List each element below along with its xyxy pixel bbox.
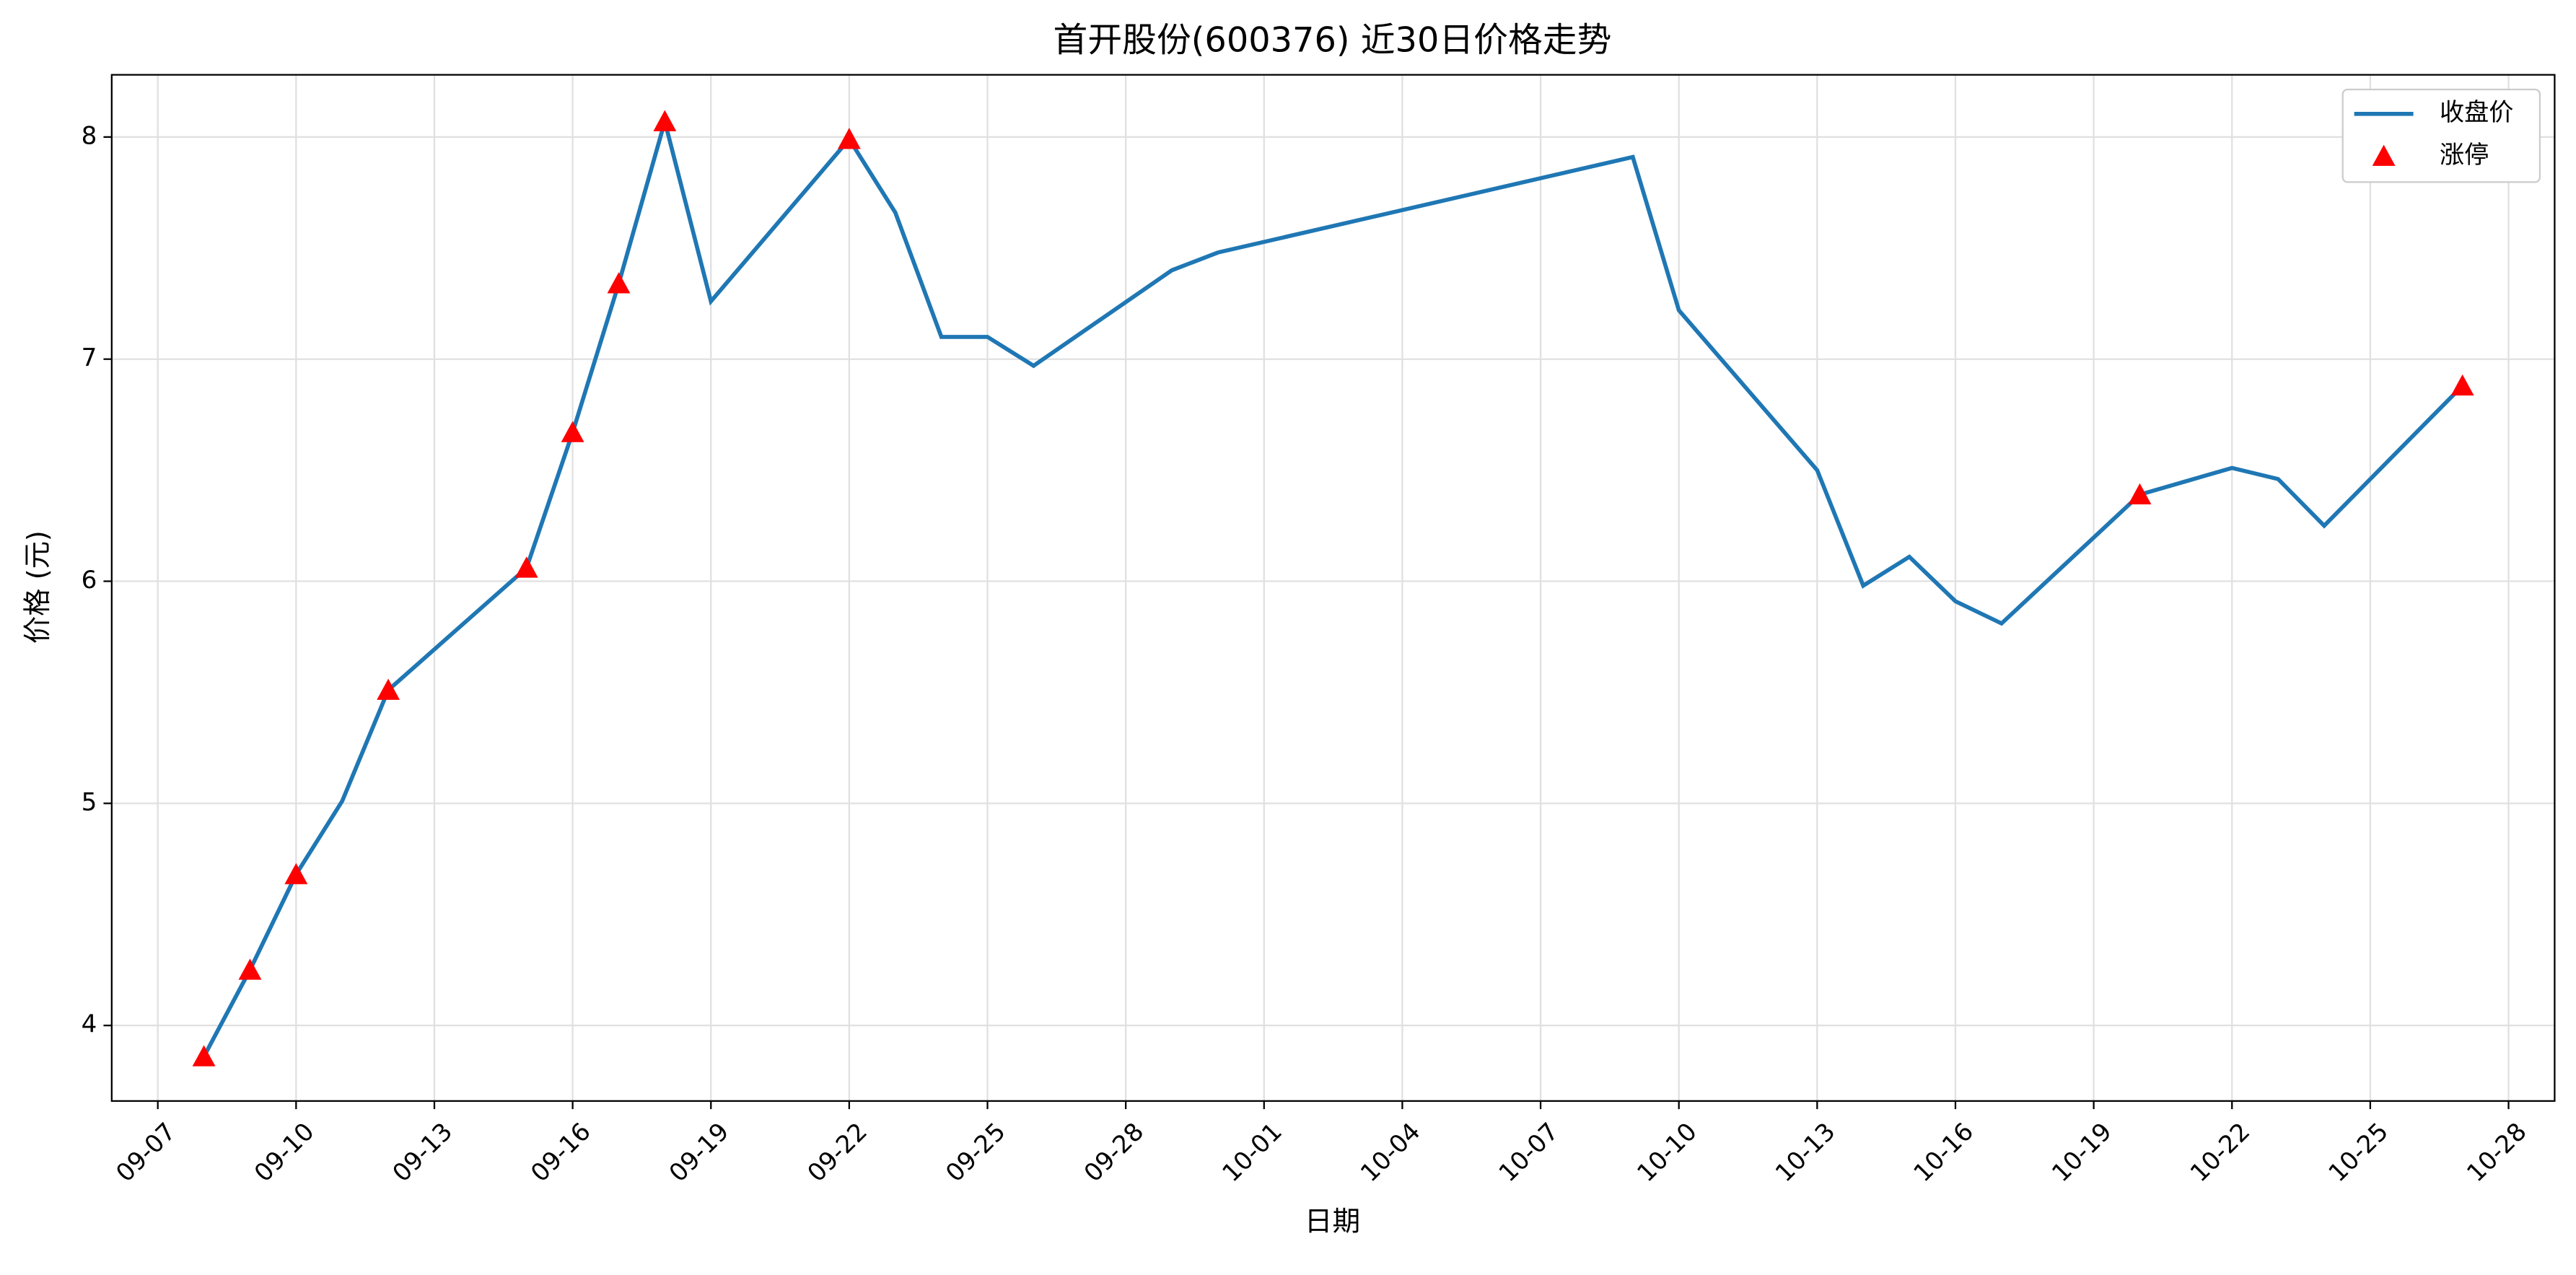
limit-up-marker — [2450, 374, 2474, 396]
y-tick-label: 8 — [82, 121, 97, 150]
y-tick-label: 6 — [82, 566, 97, 595]
y-tick-label: 7 — [82, 343, 97, 372]
limit-up-marker — [837, 128, 861, 149]
limit-up-marker — [192, 1045, 216, 1066]
y-tick-label: 5 — [82, 788, 97, 817]
limit-up-marker — [377, 678, 400, 700]
y-tick-label: 4 — [82, 1010, 97, 1039]
price-line — [202, 113, 2464, 1058]
plot-frame — [110, 74, 2556, 1102]
chart-title: 首开股份(600376) 近30日价格走势 — [1053, 21, 1612, 61]
legend-swatch — [2372, 144, 2396, 166]
legend-label: 收盘价 — [2440, 98, 2513, 127]
x-axis-label: 日期 — [1305, 1206, 1360, 1238]
limit-up-marker — [514, 556, 538, 578]
y-axis-label: 价格 (元) — [22, 530, 54, 644]
limit-up-marker — [238, 958, 262, 980]
limit-up-marker — [284, 863, 308, 885]
limit-up-marker — [2128, 483, 2152, 504]
limit-up-marker — [607, 272, 631, 294]
limit-up-marker — [653, 110, 677, 131]
limit-up-marker — [561, 421, 584, 442]
legend-label: 涨停 — [2440, 141, 2489, 170]
